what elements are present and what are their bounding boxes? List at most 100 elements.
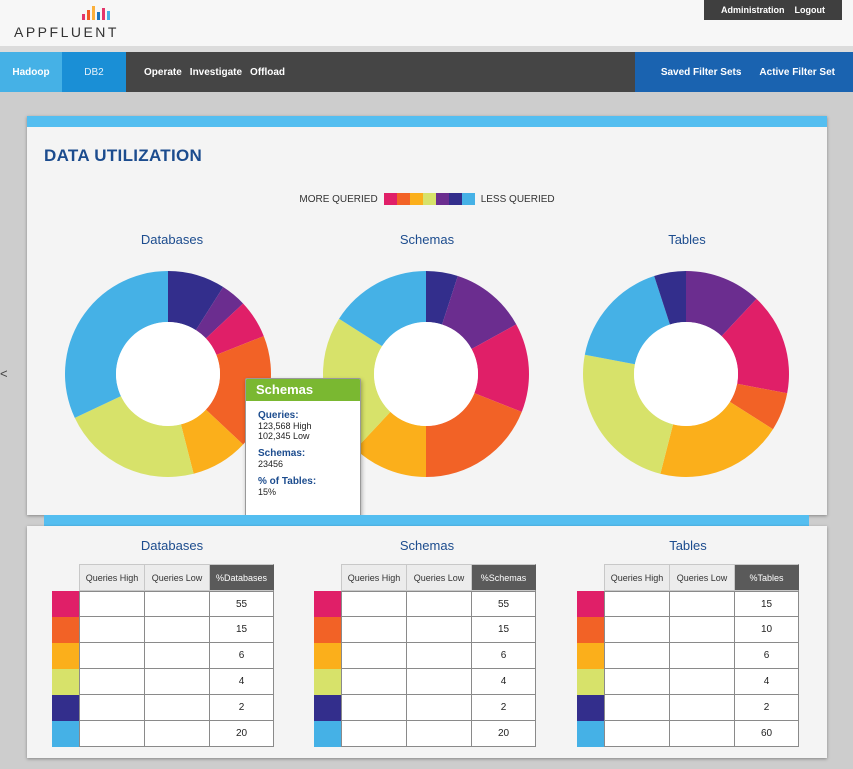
table-row: 2 bbox=[577, 695, 799, 721]
legend-swatch bbox=[422, 193, 436, 205]
databases-table-title: Databases bbox=[140, 538, 204, 553]
tab-hadoop[interactable]: Hadoop bbox=[0, 52, 62, 92]
main-navbar: Hadoop DB2 Operate Investigate Offload S… bbox=[0, 52, 853, 92]
column-header[interactable]: %Schemas bbox=[471, 564, 536, 591]
collapse-sidebar-icon[interactable]: < bbox=[0, 366, 8, 381]
appfluent-logo[interactable]: APPFLUENT bbox=[14, 4, 124, 44]
donut-slice[interactable] bbox=[686, 271, 757, 337]
logout-link[interactable]: Logout bbox=[794, 5, 826, 15]
cell-low bbox=[669, 617, 734, 643]
tables-panel: Databases Schemas Tables Queries High Que… bbox=[27, 526, 827, 758]
row-color-swatch bbox=[577, 721, 604, 747]
tooltip-queries-label: Queries: bbox=[258, 410, 299, 421]
donut-slice[interactable] bbox=[660, 401, 773, 477]
logo-bar bbox=[107, 11, 110, 20]
administration-link[interactable]: Administration bbox=[720, 5, 785, 15]
row-color-swatch bbox=[314, 643, 341, 669]
donut-slice[interactable] bbox=[205, 303, 264, 355]
schemas-table: Queries High Queries Low %Schemas 55 15 6 4 2 20 bbox=[314, 564, 536, 747]
table-row: 55 bbox=[52, 591, 274, 617]
row-color-swatch bbox=[577, 643, 604, 669]
cell-low bbox=[144, 643, 209, 669]
logo-bar bbox=[82, 14, 85, 20]
tables-panel-accent-bar bbox=[44, 515, 809, 526]
table-row: 2 bbox=[314, 695, 536, 721]
table-row: 4 bbox=[577, 669, 799, 695]
row-color-swatch bbox=[314, 721, 341, 747]
nav-operate[interactable]: Operate bbox=[144, 66, 182, 78]
donut-slice[interactable] bbox=[729, 383, 788, 430]
donut-slice[interactable] bbox=[654, 271, 686, 325]
databases-donut-chart[interactable] bbox=[63, 269, 273, 479]
donut-hole bbox=[116, 322, 220, 426]
tables-donut-chart[interactable] bbox=[581, 269, 791, 479]
data-utilization-panel: DATA UTILIZATION MORE QUERIED LESS QUERI… bbox=[27, 116, 827, 515]
donut-slice[interactable] bbox=[180, 409, 244, 474]
cell-high bbox=[79, 643, 144, 669]
nav-investigate[interactable]: Investigate bbox=[189, 66, 243, 78]
donut-slice[interactable] bbox=[426, 271, 458, 325]
row-color-swatch bbox=[52, 721, 79, 747]
column-header[interactable]: %Tables bbox=[734, 564, 799, 591]
legend-swatch bbox=[396, 193, 410, 205]
cell-low bbox=[669, 643, 734, 669]
column-header[interactable]: Queries High bbox=[79, 564, 144, 591]
cell-pct: 6 bbox=[734, 643, 799, 669]
row-color-swatch bbox=[577, 695, 604, 721]
donut-slice[interactable] bbox=[64, 271, 168, 418]
donut-slice[interactable] bbox=[195, 287, 244, 339]
row-color-swatch bbox=[314, 617, 341, 643]
cell-pct: 2 bbox=[471, 695, 536, 721]
column-header[interactable]: %Databases bbox=[209, 564, 274, 591]
logo-bar bbox=[87, 10, 90, 20]
donut-slice[interactable] bbox=[168, 271, 224, 331]
donut-slice[interactable] bbox=[584, 276, 670, 365]
table-row: 4 bbox=[52, 669, 274, 695]
row-color-swatch bbox=[52, 695, 79, 721]
cell-high bbox=[604, 669, 669, 695]
donut-slice[interactable] bbox=[442, 276, 517, 349]
table-row: 15 bbox=[52, 617, 274, 643]
donut-slice[interactable] bbox=[74, 396, 194, 477]
cell-high bbox=[79, 721, 144, 747]
tab-db2[interactable]: DB2 bbox=[62, 52, 126, 92]
legend-swatches bbox=[383, 193, 475, 205]
tooltip-queries-high: 123,568 High bbox=[258, 421, 312, 431]
donut-slice[interactable] bbox=[583, 354, 674, 474]
table-row: 15 bbox=[314, 617, 536, 643]
nav-offload[interactable]: Offload bbox=[250, 66, 286, 78]
cell-low bbox=[144, 721, 209, 747]
cell-low bbox=[669, 669, 734, 695]
column-header[interactable]: Queries Low bbox=[669, 564, 734, 591]
cell-high bbox=[79, 591, 144, 617]
cell-low bbox=[144, 617, 209, 643]
column-header[interactable]: Queries High bbox=[604, 564, 669, 591]
schemas-donut-chart[interactable] bbox=[321, 269, 531, 479]
donut-slice[interactable] bbox=[471, 324, 529, 412]
table-header: Queries High Queries Low %Tables bbox=[577, 564, 799, 591]
databases-table: Queries High Queries Low %Databases 55 15 6 4 2… bbox=[52, 564, 274, 747]
header-divider bbox=[0, 46, 853, 52]
column-header[interactable]: Queries Low bbox=[144, 564, 209, 591]
donut-slice[interactable] bbox=[339, 271, 426, 347]
cell-high bbox=[79, 617, 144, 643]
donut-slice[interactable] bbox=[426, 393, 522, 477]
cell-low bbox=[406, 643, 471, 669]
donut-slice[interactable] bbox=[721, 298, 789, 394]
table-row: 20 bbox=[314, 721, 536, 747]
column-header[interactable]: Queries High bbox=[341, 564, 406, 591]
active-filter-set-link[interactable]: Active Filter Set bbox=[759, 66, 835, 78]
cell-low bbox=[406, 695, 471, 721]
cell-pct: 55 bbox=[209, 591, 274, 617]
nav-links: Operate Investigate Offload bbox=[144, 52, 285, 92]
table-row: 2 bbox=[52, 695, 274, 721]
saved-filter-sets-link[interactable]: Saved Filter Sets bbox=[660, 66, 742, 78]
cell-low bbox=[144, 591, 209, 617]
cell-pct: 15 bbox=[471, 617, 536, 643]
column-header[interactable]: Queries Low bbox=[406, 564, 471, 591]
top-header: APPFLUENT Administration Logout bbox=[0, 0, 853, 46]
cell-high bbox=[341, 695, 406, 721]
schemas-table-title: Schemas bbox=[399, 538, 455, 553]
donut-slice[interactable] bbox=[355, 411, 426, 477]
cell-pct: 10 bbox=[734, 617, 799, 643]
